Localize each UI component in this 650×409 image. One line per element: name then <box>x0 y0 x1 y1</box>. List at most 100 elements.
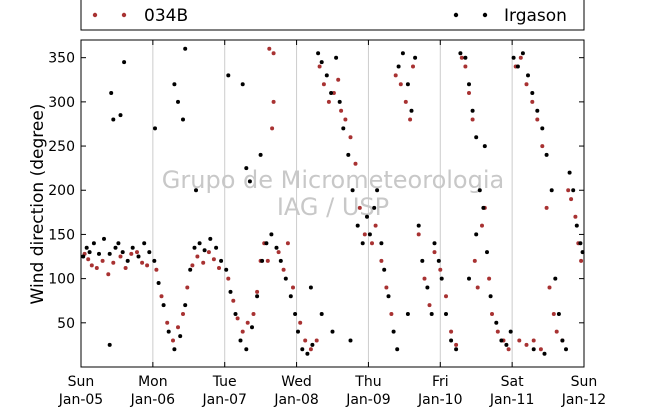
data-point <box>264 241 269 246</box>
data-point <box>125 258 130 263</box>
data-point <box>384 285 389 290</box>
data-point <box>178 334 183 339</box>
data-point <box>530 99 535 104</box>
data-point <box>405 82 410 87</box>
data-point <box>244 166 249 171</box>
data-point <box>172 347 177 352</box>
data-point <box>176 99 180 104</box>
data-point <box>396 64 401 69</box>
data-point <box>89 263 94 268</box>
data-point <box>235 316 240 321</box>
data-point <box>403 99 408 104</box>
data-point <box>429 312 434 316</box>
data-point <box>233 312 238 316</box>
data-point <box>316 51 321 56</box>
data-point <box>517 338 522 343</box>
data-point <box>107 342 112 347</box>
grid-lines <box>152 40 513 367</box>
data-point <box>334 55 339 60</box>
data-point <box>296 329 300 334</box>
data-point <box>102 236 106 241</box>
data-point <box>544 205 549 210</box>
data-point <box>197 241 202 246</box>
data-point <box>276 250 281 255</box>
data-point <box>346 152 351 157</box>
data-point <box>393 73 398 78</box>
legend-label-irgason: Irgason <box>504 6 567 26</box>
data-point <box>379 241 384 246</box>
data-point <box>475 285 480 290</box>
data-point <box>400 51 405 56</box>
data-point <box>574 223 579 228</box>
x-tick-label-day: Sun <box>571 374 598 390</box>
watermark-line-2: IAG / USP <box>277 193 389 221</box>
data-point <box>153 126 157 131</box>
data-point <box>549 188 554 193</box>
data-point <box>375 188 380 193</box>
data-point <box>463 64 468 69</box>
data-point <box>118 254 123 259</box>
data-point <box>97 251 101 256</box>
data-point <box>373 223 378 228</box>
data-point <box>240 82 245 87</box>
data-point <box>526 73 530 78</box>
data-point <box>300 347 305 352</box>
x-tick-label-date: Jan-12 <box>561 392 606 408</box>
x-tick-label-day: Thu <box>354 374 381 390</box>
data-point <box>274 245 279 250</box>
data-point <box>120 250 125 255</box>
data-point <box>425 285 430 290</box>
data-point <box>86 257 91 262</box>
x-tick-label-date: Jan-06 <box>130 392 176 408</box>
data-point <box>544 152 549 157</box>
data-point <box>382 267 387 272</box>
data-point <box>341 126 346 131</box>
data-point <box>477 188 482 193</box>
data-point <box>485 250 489 255</box>
data-point <box>350 188 355 193</box>
data-point <box>578 241 583 246</box>
data-point <box>362 232 367 237</box>
data-point <box>413 55 418 60</box>
data-point <box>566 188 571 193</box>
data-point <box>353 161 358 166</box>
data-point <box>499 338 504 343</box>
data-point <box>348 135 353 140</box>
data-point <box>553 276 558 281</box>
data-point <box>432 241 437 246</box>
data-point <box>348 338 353 343</box>
data-point <box>372 205 377 210</box>
data-point <box>389 312 394 316</box>
x-tick-label-day: Wed <box>281 374 312 390</box>
x-tick-label-day: Mon <box>138 374 168 390</box>
data-point <box>540 126 545 131</box>
data-point <box>444 294 448 299</box>
data-point <box>365 214 369 219</box>
data-point <box>217 266 221 270</box>
data-point <box>409 108 414 113</box>
data-point <box>506 347 511 352</box>
data-point <box>337 99 342 104</box>
data-point <box>285 241 290 246</box>
data-point <box>472 258 477 263</box>
data-point <box>271 51 276 56</box>
data-point <box>488 294 493 299</box>
x-tick-label-day: Tue <box>212 374 237 390</box>
data-point <box>508 329 513 334</box>
data-point <box>247 179 252 184</box>
data-point <box>360 241 365 246</box>
data-point <box>564 347 568 352</box>
data-point <box>140 260 145 265</box>
data-point <box>319 312 324 316</box>
data-point <box>405 312 410 316</box>
legend: 034B Irgason <box>92 6 567 26</box>
data-point <box>244 347 249 352</box>
data-point <box>560 338 565 343</box>
y-axis: 50 100 150 200 250 300 350 <box>48 51 584 332</box>
data-point <box>206 250 211 255</box>
data-point <box>467 276 471 281</box>
data-point <box>515 64 520 69</box>
data-point <box>470 117 475 122</box>
y-axis-label: Wind direction (degree) <box>28 104 48 305</box>
data-point <box>107 251 112 256</box>
